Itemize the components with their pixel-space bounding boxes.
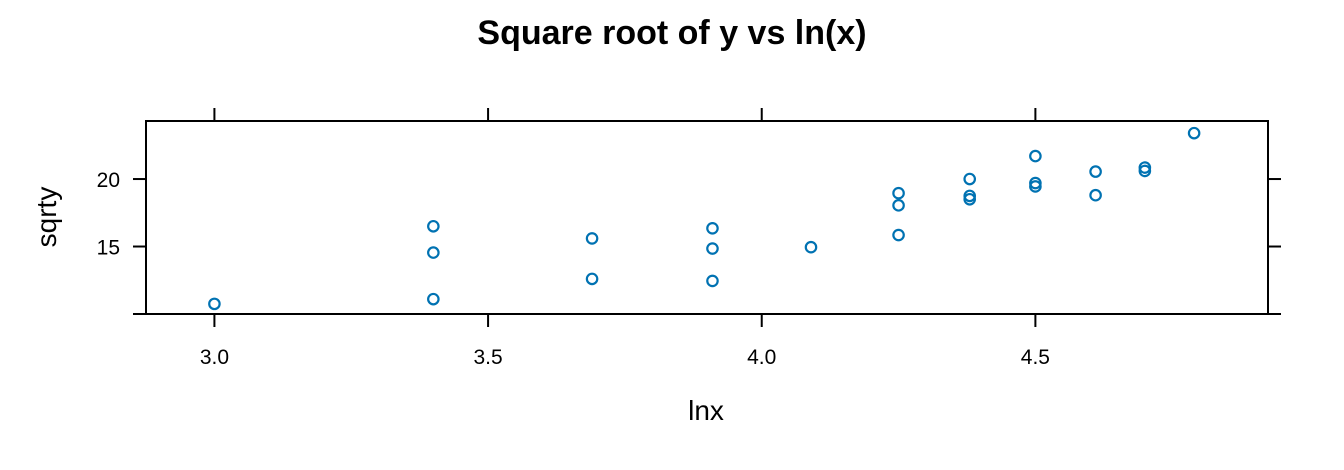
x-tick-label: 4.0 — [747, 346, 776, 369]
data-point — [427, 219, 440, 233]
data-point — [1029, 149, 1042, 163]
data-point — [585, 272, 599, 286]
data-point — [1089, 188, 1102, 202]
data-point — [1089, 165, 1102, 178]
data-point — [1138, 161, 1152, 174]
data-point — [208, 297, 221, 311]
data-point — [706, 274, 719, 288]
data-point — [706, 221, 719, 235]
x-tick-label: 3.5 — [473, 346, 502, 369]
data-point — [892, 228, 905, 242]
data-point — [963, 172, 977, 186]
chart-title: Square root of y vs ln(x) — [477, 14, 866, 52]
data-point — [892, 186, 905, 200]
data-point — [706, 242, 719, 255]
data-point — [427, 292, 440, 306]
data-point — [892, 199, 905, 212]
y-axis-label: sqrty — [31, 187, 62, 248]
x-axis-label: lnx — [688, 395, 724, 426]
x-tick-label: 3.0 — [200, 346, 229, 369]
data-point — [963, 189, 977, 203]
x-axis-ticks: 3.0 3.5 4.0 4.5 — [200, 108, 1050, 369]
y-tick-label: 15 — [97, 237, 120, 260]
y-tick-label: 20 — [97, 169, 120, 192]
data-point — [1187, 126, 1201, 140]
data-points — [208, 126, 1201, 311]
data-point — [1029, 176, 1042, 190]
data-point — [585, 232, 599, 245]
data-point — [804, 240, 818, 254]
x-tick-label: 4.5 — [1021, 346, 1050, 369]
data-point — [427, 246, 440, 259]
plot-frame — [145, 120, 1269, 315]
